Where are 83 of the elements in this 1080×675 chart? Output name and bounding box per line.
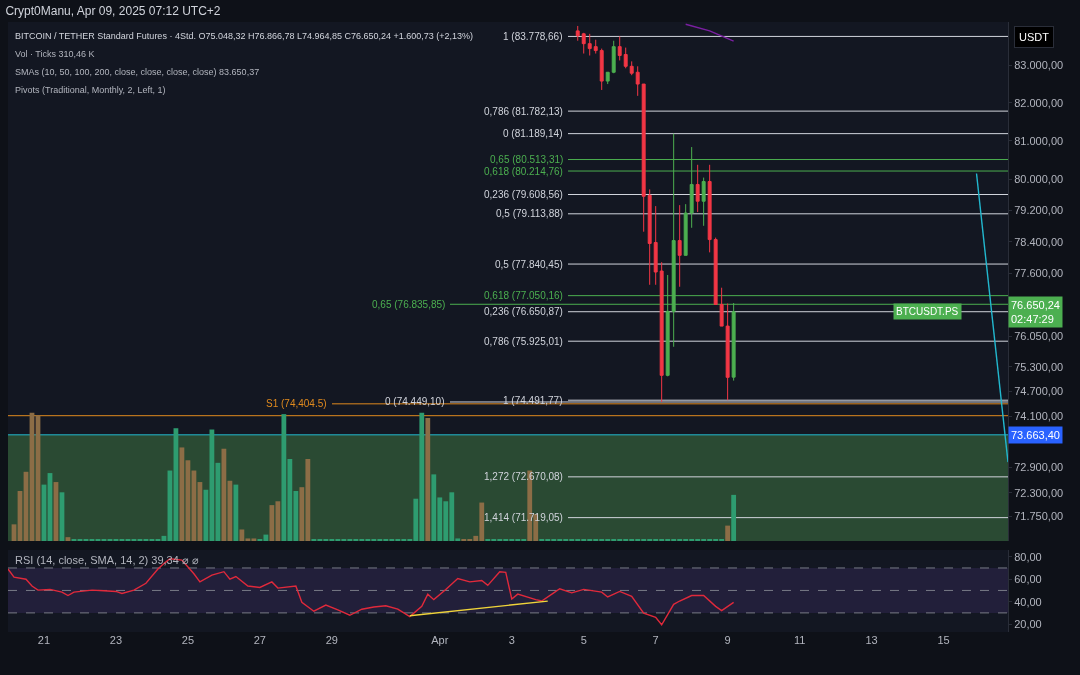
y-tick-label: 77.600,00 xyxy=(1014,267,1064,280)
ref-line-label: 0,236 (76.650,87) xyxy=(484,306,563,317)
x-tick-label: Apr xyxy=(431,634,449,646)
x-tick-label: 11 xyxy=(793,634,806,646)
line-series xyxy=(8,558,735,626)
ref-line-label: 0,618 (80.214,76) xyxy=(484,166,563,177)
y-tick-label: 79.200,00 xyxy=(1014,204,1064,217)
candlestick xyxy=(719,287,724,327)
y-tick-label: 71.750,00 xyxy=(1014,510,1064,523)
candlestick xyxy=(653,205,658,286)
candlestick xyxy=(635,65,640,97)
x-tick-label: 13 xyxy=(865,634,878,646)
ref-line-label: 0,5 (77.840,45) xyxy=(495,259,563,270)
y-tick-label: 83.000,00 xyxy=(1014,59,1064,72)
chart-title: Crypt0Manu, Apr 09, 2025 07:12 UTC+2 xyxy=(5,4,221,19)
candlestick xyxy=(623,47,628,69)
candlestick xyxy=(659,261,664,403)
candlestick xyxy=(707,164,712,253)
ref-line-label: S1 (74,404.5) xyxy=(266,398,327,409)
y-tick-label: 60,00 xyxy=(1014,573,1042,586)
text: BITCOIN / TETHER Standard Futures · 4Std. O75.048,32 H76.866,78 L74.964,85 C76.650,24 +1.600,73 (+2,13%) xyxy=(15,31,474,41)
band-label: 73.663,40 xyxy=(1011,429,1060,441)
x-tick-label: 21 xyxy=(37,634,51,646)
y-tick-label: 72.300,00 xyxy=(1014,486,1064,499)
x-tick-label: 7 xyxy=(652,634,659,646)
candlestick xyxy=(641,83,646,233)
candlestick xyxy=(575,25,580,42)
y-tick-label: 78.400,00 xyxy=(1014,235,1064,248)
candlestick xyxy=(617,35,622,61)
candlestick xyxy=(647,188,652,286)
candlestick xyxy=(581,32,586,55)
x-tick-label: 15 xyxy=(937,634,950,646)
ref-line-label: 0,618 (77.050,16) xyxy=(484,290,563,301)
bar xyxy=(725,525,731,541)
y-tick-label: 20,00 xyxy=(1014,617,1042,630)
annotation: Pivots (Traditional, Monthly, 2, Left, 1) xyxy=(15,85,166,95)
x-tick-label: 23 xyxy=(109,634,123,646)
x-tick-label: 9 xyxy=(724,634,731,646)
ref-line-label: 0,786 (81.782,13) xyxy=(484,106,563,117)
candlestick xyxy=(593,39,598,55)
candlestick xyxy=(611,40,616,74)
bar xyxy=(731,494,737,541)
x-tick-label: 25 xyxy=(181,634,195,646)
x-tick-label: 27 xyxy=(253,634,266,646)
candlestick xyxy=(599,48,604,91)
annotation: 76.650,24 02:47:29 xyxy=(1011,299,1060,326)
y-axis-title: USDT xyxy=(1019,31,1050,43)
ref-line-label: 0,786 (75.925,01) xyxy=(484,336,563,347)
candlestick xyxy=(683,203,688,256)
y-tick-label: 80,00 xyxy=(1014,550,1042,563)
y-tick-label: 75.300,00 xyxy=(1014,360,1064,373)
y-tick-label: 74.100,00 xyxy=(1014,410,1064,423)
annotation: SMAs (10, 50, 100, 200, close, close, close, close) 83.650,37 xyxy=(15,67,260,77)
bar xyxy=(425,417,431,541)
x-tick-label: 29 xyxy=(325,634,338,646)
annotation: BTCUSDT.PS xyxy=(896,306,959,317)
y-tick-label: 72.900,00 xyxy=(1014,460,1064,473)
chart-title: RSI (14, close, SMA, 14, 2) 39,34 ⌀ ⌀ xyxy=(15,554,199,566)
ref-line-label: 0,236 (79.608,56) xyxy=(484,189,563,200)
y-tick-label: 80.000,00 xyxy=(1014,173,1064,186)
candlestick xyxy=(677,204,682,288)
ref-line-label: 0 (81.189,14) xyxy=(503,128,563,139)
ref-line-label: 0,65 (80.513,31) xyxy=(490,154,564,165)
x-tick-label: 3 xyxy=(508,634,515,646)
y-tick-label: 81.000,00 xyxy=(1014,134,1064,147)
ref-line-label: 1 (83.778,66) xyxy=(503,31,563,42)
ref-line-label: 0,65 (76.835,85) xyxy=(372,299,446,310)
candlestick xyxy=(587,33,592,57)
y-tick-label: 76.050,00 xyxy=(1014,329,1064,342)
candlestick xyxy=(695,164,700,213)
x-tick-label: 5 xyxy=(580,634,587,646)
ref-line-label: 0,5 (79.113,88) xyxy=(496,208,564,219)
y-tick-label: 40,00 xyxy=(1014,595,1042,608)
y-tick-label: 74.700,00 xyxy=(1014,385,1064,398)
bar xyxy=(233,484,239,541)
candlestick xyxy=(701,177,706,227)
y-tick-label: 82.000,00 xyxy=(1014,96,1064,109)
candlestick xyxy=(629,60,634,76)
ref-line-label: 1 (74.491,77) xyxy=(503,395,563,406)
chart-title: Vol · Ticks 310,46 K xyxy=(15,49,95,59)
candlestick xyxy=(725,303,730,401)
candlestick xyxy=(605,71,610,85)
candlestick xyxy=(713,237,718,305)
